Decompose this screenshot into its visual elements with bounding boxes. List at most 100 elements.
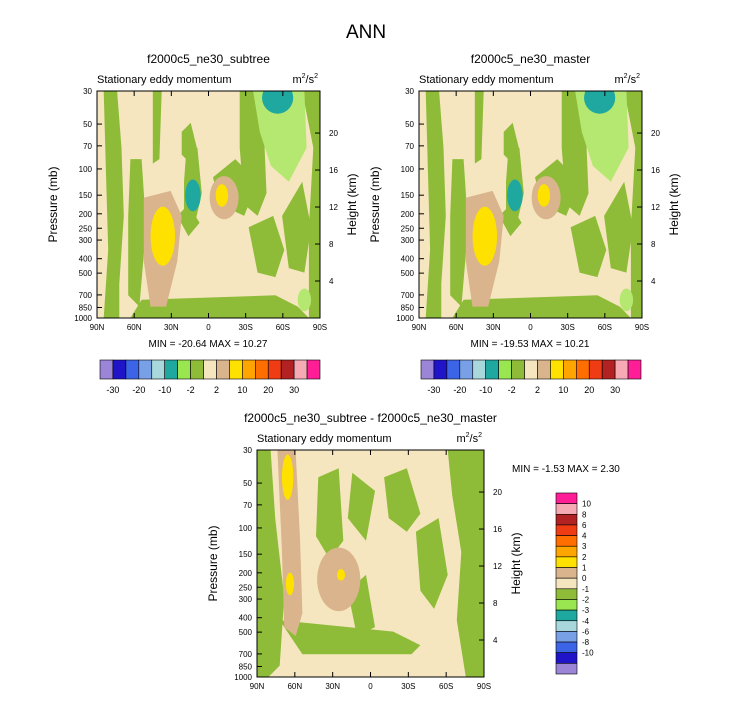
contour-teal-cell <box>185 179 201 212</box>
colorbar-label: 10 <box>237 385 247 395</box>
y-right-tick-label: 12 <box>329 203 338 212</box>
y-tick-label: 300 <box>79 236 93 245</box>
colorbar-label: -2 <box>508 385 516 395</box>
colorbar-swatch <box>555 492 578 504</box>
contour-teal-cell <box>507 179 523 212</box>
contour-green-band <box>624 91 642 318</box>
colorbar: -30 -20 -10 -2 2 10 20 30 <box>99 359 321 395</box>
y-tick-label: 70 <box>405 142 414 151</box>
y-right-tick-label: 8 <box>493 599 498 608</box>
contour-green-band <box>425 91 446 318</box>
y-tick-label: 250 <box>401 224 415 233</box>
y-tick-label: 500 <box>239 628 253 637</box>
panel-diff: 90N 60N 30N 0 30S 60S 90S 30 50 70 100 150 200 250 300… <box>206 411 523 691</box>
y-right-tick-label: 12 <box>493 562 502 571</box>
y-tick-label: 850 <box>239 662 253 671</box>
y-tick-label: 30 <box>83 87 92 96</box>
x-tick-label: 90N <box>90 323 105 332</box>
colorbar-swatch <box>555 609 578 622</box>
panel-units: m2/s2 <box>614 73 640 86</box>
panel-case-title: f2000c5_ne30_subtree <box>147 52 270 66</box>
y-tick-label: 200 <box>239 569 253 578</box>
contour-green-band <box>447 450 484 677</box>
colorbar-label: 2 <box>582 553 587 562</box>
colorbar-swatch <box>511 359 525 380</box>
y-tick-label: 1000 <box>234 673 252 682</box>
contour-lightgreen-cell <box>575 91 629 182</box>
y-tick-label: 150 <box>239 550 253 559</box>
colorbar-label: 10 <box>558 385 568 395</box>
contour-green-band <box>474 91 484 164</box>
x-tick-label: 60N <box>287 682 302 691</box>
contour-green-band <box>152 91 162 164</box>
colorbar-label: -8 <box>582 638 590 647</box>
panel-case-title: f2000c5_ne30_master <box>471 52 590 66</box>
contour-yellow-cell <box>215 184 229 207</box>
colorbar-swatch <box>537 359 551 380</box>
colorbar-swatch <box>563 359 577 380</box>
colorbar-label: 10 <box>582 500 591 509</box>
colorbar-swatch <box>420 359 435 380</box>
y-tick-label: 1000 <box>396 314 414 323</box>
x-tick-label: 60N <box>449 323 464 332</box>
contour-green-band <box>499 204 522 237</box>
y-tick-label: 70 <box>83 142 92 151</box>
y-tick-label: 50 <box>83 120 92 129</box>
contour-teal-cell <box>584 91 616 114</box>
colorbar-label: -20 <box>453 385 466 395</box>
y-tick-label: 500 <box>79 269 93 278</box>
contour-tan-cell <box>277 450 303 637</box>
contour-yellow-cell <box>336 569 346 581</box>
y-right-tick-label: 4 <box>651 277 656 286</box>
y-tick-label: 850 <box>401 303 415 312</box>
x-tick-label: 0 <box>528 323 533 332</box>
y-tick-label: 30 <box>243 446 252 455</box>
colorbar-swatch <box>433 359 448 380</box>
contour-yellow-cell <box>537 184 551 207</box>
colorbar-swatch <box>459 359 474 380</box>
colorbar-label: 2 <box>214 385 219 395</box>
contour-green-band <box>450 159 469 307</box>
contour-field <box>97 91 320 318</box>
x-tick-label: 60N <box>127 323 142 332</box>
colorbar-swatch <box>446 359 461 380</box>
colorbar-swatch <box>555 524 578 536</box>
colorbar-swatch <box>203 359 217 380</box>
colorbar-label: 8 <box>582 510 587 519</box>
colorbar-swatch <box>267 359 282 380</box>
colorbar-swatch <box>229 359 243 380</box>
contour-yellow-cell <box>472 206 498 266</box>
x-tick-label: 90S <box>635 323 649 332</box>
x-tick-label: 90N <box>250 682 265 691</box>
y-tick-label: 100 <box>239 524 253 533</box>
contour-green-band <box>347 472 375 541</box>
contour-lightgreen-cell <box>619 288 634 312</box>
contour-green-band <box>248 215 285 278</box>
y-tick-label: 100 <box>401 165 415 174</box>
y-tick-label: 150 <box>401 191 415 200</box>
colorbar-swatch <box>588 359 603 380</box>
colorbar-label: -10 <box>158 385 171 395</box>
y-tick-label: 1000 <box>74 314 92 323</box>
y-tick-label: 400 <box>239 614 253 623</box>
y-right-tick-label: 8 <box>651 240 656 249</box>
y-tick-label: 700 <box>239 650 253 659</box>
y-tick-label: 70 <box>243 501 252 510</box>
colorbar-swatch <box>555 567 578 579</box>
colorbar-swatch <box>485 359 499 380</box>
y-tick-label: 200 <box>401 210 415 219</box>
y-right-tick-label: 16 <box>329 166 338 175</box>
y-tick-label: 700 <box>401 291 415 300</box>
colorbar-swatch <box>524 359 538 380</box>
contour-green-band <box>604 181 634 273</box>
colorbar-swatch <box>575 359 590 380</box>
y-right-axis-label: Height (km) <box>667 173 681 235</box>
y-right-axis-label: Height (km) <box>509 532 523 594</box>
y-tick-label: 50 <box>243 479 252 488</box>
colorbar-label: 2 <box>535 385 540 395</box>
contour-green-band <box>177 204 200 237</box>
colorbar-swatch <box>99 359 114 380</box>
colorbar-label: 20 <box>263 385 273 395</box>
colorbar-label: 30 <box>289 385 299 395</box>
x-tick-label: 60S <box>276 323 290 332</box>
